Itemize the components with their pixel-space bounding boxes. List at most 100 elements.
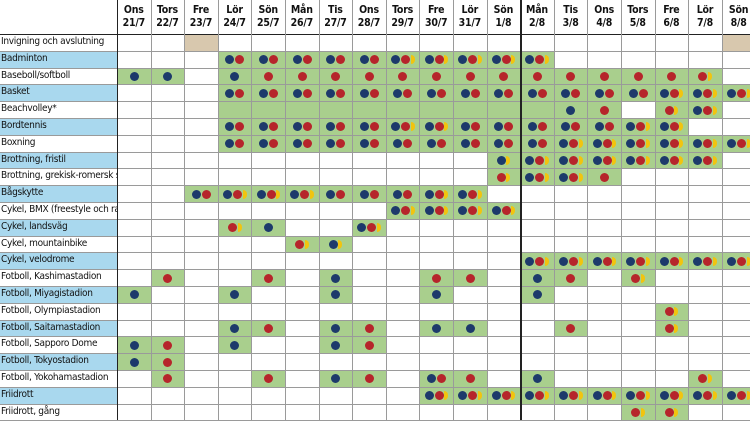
event-markers: [521, 391, 554, 401]
red-dot-icon: [436, 88, 446, 98]
row-divider: [0, 67, 750, 69]
gold-half-dot-icon: [679, 88, 684, 98]
schedule-cell: [621, 68, 655, 85]
schedule-cell: [487, 118, 521, 135]
schedule-cell: [688, 152, 722, 169]
event-markers: [521, 88, 554, 99]
schedule-cell: [218, 68, 252, 85]
red-dot-icon: [535, 391, 545, 401]
gold-half-dot-icon: [746, 256, 750, 266]
day-header: Tis 3/8: [554, 0, 588, 34]
row-divider: [0, 235, 750, 237]
schedule-cell: [218, 219, 252, 236]
red-dot-icon: [297, 71, 307, 81]
red-dot-icon: [235, 122, 245, 132]
navy-dot-icon: [230, 340, 240, 350]
navy-dot-icon: [525, 172, 535, 182]
day-date: 22/7: [156, 17, 179, 29]
navy-dot-icon: [331, 374, 341, 384]
schedule-cell: [487, 135, 521, 152]
navy-dot-icon: [359, 139, 369, 149]
event-markers: [218, 189, 251, 200]
day-date: 6/8: [663, 17, 680, 29]
schedule-cell: [722, 84, 750, 102]
navy-dot-icon: [129, 357, 139, 367]
schedule-cell: [285, 135, 319, 152]
red-dot-icon: [403, 139, 413, 149]
red-dot-icon: [537, 139, 547, 149]
event-markers: [420, 290, 453, 300]
schedule-cell: [352, 336, 386, 354]
schedule-cell: [319, 185, 353, 202]
day-name: Fre: [663, 4, 680, 16]
row-divider: [0, 336, 750, 338]
navy-dot-icon: [359, 88, 369, 98]
red-dot-icon: [566, 323, 576, 333]
event-markers: [655, 256, 688, 267]
gold-half-dot-icon: [338, 239, 343, 249]
event-markers: [554, 256, 587, 267]
sport-label: Beachvolley*: [1, 103, 57, 115]
event-markers: [521, 55, 554, 65]
red-dot-icon: [636, 139, 646, 149]
event-markers: [487, 155, 520, 166]
red-dot-icon: [703, 391, 713, 401]
event-markers: [622, 407, 655, 418]
schedule-cell: [386, 101, 420, 118]
day-name: Tors: [392, 4, 414, 16]
day-name: Fre: [192, 4, 210, 16]
red-dot-icon: [703, 105, 713, 115]
red-dot-icon: [537, 122, 547, 132]
day-date: 24/7: [223, 17, 246, 29]
column-divider: [150, 0, 152, 421]
red-dot-icon: [468, 189, 478, 199]
navy-dot-icon: [326, 122, 336, 132]
navy-dot-icon: [626, 139, 636, 149]
red-dot-icon: [664, 307, 674, 317]
red-dot-icon: [233, 189, 243, 199]
red-dot-icon: [571, 122, 581, 132]
sport-label: Cykel, landsväg: [0, 218, 117, 236]
red-dot-icon: [163, 340, 173, 350]
gold-half-dot-icon: [679, 122, 684, 132]
event-markers: [487, 139, 520, 149]
schedule-cell: [352, 68, 386, 85]
red-dot-icon: [401, 206, 411, 216]
event-markers: [655, 155, 688, 166]
red-dot-icon: [703, 88, 713, 98]
schedule-cell: [319, 336, 353, 354]
navy-dot-icon: [559, 155, 569, 165]
schedule-cell: [419, 118, 453, 135]
schedule-cell: [419, 135, 453, 152]
event-markers: [420, 391, 453, 401]
navy-dot-icon: [230, 290, 240, 300]
schedule-cell: [520, 168, 554, 186]
schedule-cell: [520, 68, 554, 85]
schedule-cell: [386, 135, 420, 152]
event-markers: [655, 122, 688, 132]
schedule-cell: [319, 370, 353, 387]
sport-label: Fotboll, Saitamastadion: [0, 319, 117, 337]
schedule-cell: [621, 135, 655, 152]
row-divider: [0, 34, 750, 35]
schedule-cell: [520, 269, 554, 286]
schedule-cell: [419, 202, 453, 219]
red-dot-icon: [703, 139, 713, 149]
navy-dot-icon: [494, 122, 504, 132]
red-dot-icon: [336, 55, 346, 65]
schedule-cell: [453, 269, 487, 286]
event-markers: [454, 374, 487, 384]
red-dot-icon: [398, 71, 408, 81]
navy-dot-icon: [527, 139, 537, 149]
schedule-cell: [251, 68, 285, 85]
event-markers: [118, 290, 151, 300]
schedule-cell: [386, 68, 420, 85]
schedule-cell: [453, 370, 487, 387]
navy-dot-icon: [592, 139, 602, 149]
event-markers: [420, 189, 453, 200]
red-dot-icon: [599, 172, 609, 182]
schedule-cell: [419, 101, 453, 118]
red-dot-icon: [263, 71, 273, 81]
schedule-cell: [688, 101, 722, 118]
gold-half-dot-icon: [309, 189, 314, 199]
